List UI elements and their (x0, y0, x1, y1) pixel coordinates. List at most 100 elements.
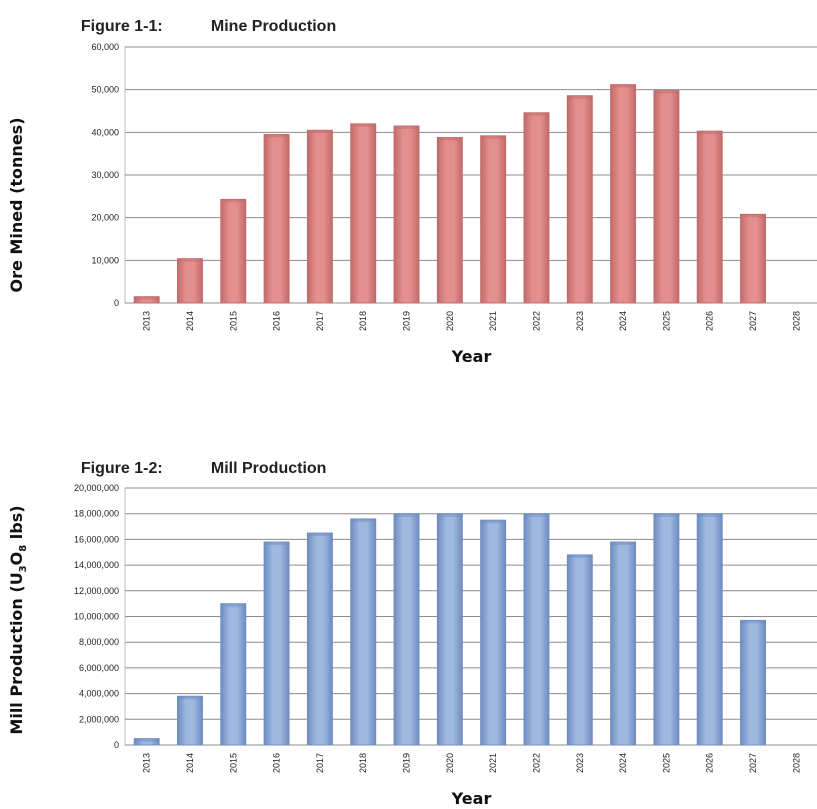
mine-y-tick-label: 30,000 (91, 170, 119, 180)
mine-x-tick-label: 2017 (315, 311, 325, 331)
mine-bar (566, 95, 593, 304)
mill-bar-cap (523, 513, 550, 517)
mill-production-chart: 0 2,000,000 4,000,000 6,000,000 8,000,000 10,… (7, 483, 817, 808)
mine-bar-cap (134, 296, 160, 300)
mill-x-tick-label: 2018 (358, 753, 368, 773)
mill-bar (696, 513, 723, 746)
mine-x-tick-label: 2020 (445, 311, 455, 331)
mine-bar (350, 123, 377, 304)
mill-bar-cap (740, 620, 766, 624)
mill-x-tick-label: 2019 (402, 753, 412, 773)
mine-x-tick-label: 2026 (705, 311, 715, 331)
mine-x-tick-label: 2022 (531, 311, 541, 331)
mill-x-tick-label: 2022 (531, 753, 541, 773)
mill-y-tick-label: 0 (114, 740, 119, 750)
mill-bar (393, 513, 420, 746)
mill-bar-cap (697, 513, 723, 517)
figure2-title: Figure 1-2: Mill Production (72, 442, 327, 478)
mill-x-tick-label: 2013 (142, 753, 152, 773)
mine-x-tick-label: 2016 (272, 311, 282, 331)
mill-bar-cap (177, 696, 203, 700)
mill-x-axis-label: Year (451, 789, 492, 808)
mill-x-tick-label: 2015 (228, 753, 238, 773)
mill-bar (220, 603, 247, 746)
mill-bar-cap (134, 738, 160, 742)
mine-y-axis-label: Ore Mined (tonnes) (7, 117, 26, 292)
mine-x-tick-label: 2027 (748, 311, 758, 331)
figure1-number: Figure 1-1: (80, 18, 163, 35)
mill-bar (350, 518, 377, 746)
mill-x-tick-label: 2016 (272, 753, 282, 773)
mill-y-tick-label: 20,000,000 (74, 483, 119, 493)
mill-x-tick-label: 2021 (488, 753, 498, 773)
mill-x-tick-label: 2027 (748, 753, 758, 773)
mine-bar-cap (307, 130, 333, 134)
mill-y-tick-label: 2,000,000 (79, 714, 119, 724)
mill-bar (523, 513, 550, 746)
mill-bar-cap (220, 603, 246, 607)
mine-bar-cap (523, 112, 550, 116)
mill-x-tick-label: 2014 (185, 753, 195, 773)
mine-bar-cap (740, 214, 766, 218)
mill-y-tick-label: 4,000,000 (79, 689, 119, 699)
mill-bar (306, 532, 333, 746)
mine-bar (220, 198, 247, 304)
mill-bar-cap (567, 554, 593, 558)
mill-y-tick-label: 10,000,000 (74, 612, 119, 622)
mine-bar (523, 112, 550, 304)
mill-bar-cap (653, 513, 679, 517)
mill-bar-cap (264, 541, 290, 545)
mill-bar (566, 554, 593, 746)
mill-y-tick-label: 14,000,000 (74, 560, 119, 570)
mill-bar (263, 541, 290, 746)
mine-bar-cap (437, 137, 463, 141)
mill-x-tick-label: 2023 (575, 753, 585, 773)
mill-y-tick-label: 18,000,000 (74, 509, 119, 519)
mine-y-tick-label: 0 (114, 298, 119, 308)
mill-x-tick-label: 2024 (618, 753, 628, 773)
mine-bar (306, 129, 333, 304)
mill-bar-cap (307, 532, 333, 536)
mill-bar-cap (350, 518, 376, 522)
mine-bar-cap (220, 199, 246, 203)
mill-x-tick-label: 2026 (705, 753, 715, 773)
mine-y-tick-label: 20,000 (91, 213, 119, 223)
mine-bar (480, 135, 507, 304)
mine-bar-cap (350, 123, 376, 127)
mill-x-tick-label: 2017 (315, 753, 325, 773)
mill-y-tick-label: 6,000,000 (79, 663, 119, 673)
mill-bar-cap (393, 513, 420, 517)
mine-bar (653, 90, 680, 304)
mine-y-tick-label: 60,000 (91, 42, 119, 52)
mine-bar-cap (480, 135, 506, 139)
mill-y-tick-label: 16,000,000 (74, 534, 119, 544)
mine-bar-cap (177, 258, 203, 262)
mine-y-tick-label: 40,000 (91, 127, 119, 137)
mine-bar-cap (610, 84, 636, 88)
mill-bar (480, 519, 507, 746)
mine-x-tick-label: 2021 (488, 311, 498, 331)
mill-y-tick-label: 12,000,000 (74, 586, 119, 596)
mine-bar (740, 213, 766, 304)
mill-x-tick-label: 2028 (791, 753, 801, 773)
mine-bar (436, 137, 463, 304)
figure2-number: Figure 1-2: (80, 460, 163, 477)
mill-bar (436, 513, 463, 746)
mine-x-axis-label: Year (451, 347, 492, 366)
mine-x-tick-label: 2014 (185, 311, 195, 331)
figure2-name: Mill Production (210, 460, 327, 477)
mine-bar-cap (393, 125, 420, 129)
mill-bar (177, 695, 203, 746)
mine-bar (696, 130, 723, 304)
mill-bar (653, 513, 680, 746)
mill-x-tick-label: 2025 (661, 753, 671, 773)
mine-x-tick-label: 2025 (661, 311, 671, 331)
mine-x-tick-label: 2018 (358, 311, 368, 331)
mine-x-tick-label: 2015 (228, 311, 238, 331)
mill-y-axis-label: Mill Production (U3O8 lbs) (7, 505, 29, 734)
mine-bar (393, 125, 420, 304)
mine-bar-cap (697, 131, 723, 135)
mine-x-tick-label: 2023 (575, 311, 585, 331)
mine-y-tick-label: 50,000 (91, 85, 119, 95)
mine-x-tick-label: 2013 (142, 311, 152, 331)
